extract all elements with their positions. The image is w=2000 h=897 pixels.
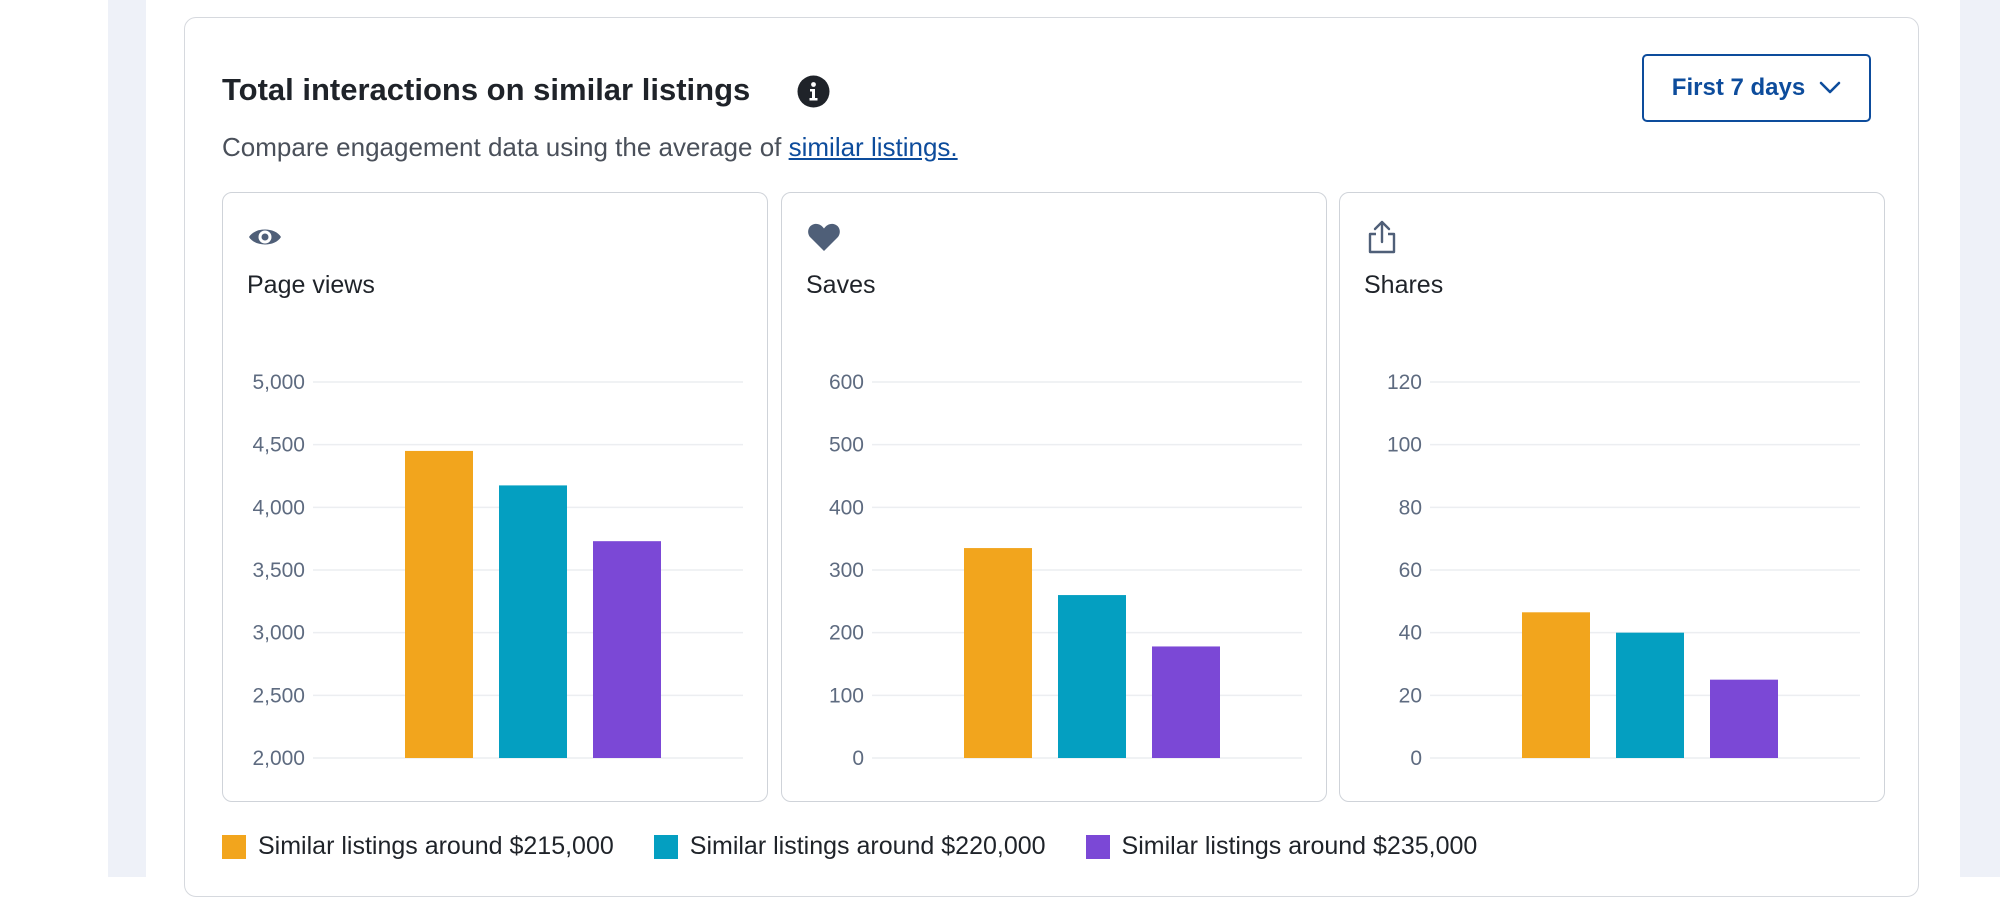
y-tick-label: 3,000 [252, 622, 305, 645]
saves-label: Saves [806, 271, 876, 299]
subtitle-text: Compare engagement data using the averag… [222, 132, 789, 162]
legend-swatch-235k [1085, 834, 1110, 859]
legend-label-215k: Similar listings around $215,000 [258, 832, 614, 860]
heart-icon [808, 223, 840, 251]
share-icon [1368, 220, 1396, 254]
shares-chart: 0 20 40 60 80 100 120 [1387, 371, 1860, 770]
y-tick-label: 100 [829, 684, 864, 707]
bar[interactable] [1616, 632, 1684, 758]
y-tick-label: 4,000 [252, 496, 305, 519]
page-views-chart: 2,000 2,500 3,000 3,500 4,000 4,500 5,000 [252, 371, 743, 770]
legend-item-220k: Similar listings around $220,000 [653, 832, 1046, 861]
y-tick-label: 0 [1410, 747, 1422, 770]
bar[interactable] [405, 450, 473, 758]
y-tick-label: 60 [1399, 559, 1422, 582]
similar-listings-link[interactable]: similar listings. [788, 132, 958, 162]
right-page-gutter [1960, 0, 2000, 877]
bar[interactable] [1058, 595, 1126, 758]
legend-label-220k: Similar listings around $220,000 [689, 832, 1046, 860]
saves-panel: Saves 0 100 200 300 400 500 600 [781, 192, 1327, 802]
bar[interactable] [593, 541, 661, 758]
period-dropdown-label: First 7 days [1671, 74, 1806, 101]
period-dropdown[interactable]: First 7 days [1642, 54, 1871, 122]
y-tick-label: 2,500 [252, 684, 305, 707]
bar[interactable] [1710, 679, 1778, 758]
y-tick-label: 2,000 [252, 747, 305, 770]
legend-swatch-215k [222, 834, 246, 859]
y-tick-label: 100 [1387, 434, 1422, 457]
y-tick-label: 80 [1399, 496, 1422, 519]
legend-label-235k: Similar listings around $235,000 [1121, 832, 1478, 860]
y-tick-label: 600 [829, 371, 864, 394]
legend-swatch-220k [653, 834, 678, 859]
y-tick-label: 400 [829, 496, 864, 519]
bar[interactable] [1522, 612, 1590, 758]
left-page-gutter [108, 0, 146, 877]
page-views-panel: Page views 2,000 2,500 3,000 3,500 4,000 4,50… [222, 192, 768, 802]
legend-item-235k: Similar listings around $235,000 [1085, 832, 1478, 861]
y-tick-label: 0 [852, 747, 864, 770]
bar[interactable] [1152, 646, 1220, 758]
y-tick-label: 500 [829, 434, 864, 457]
y-tick-label: 4,500 [252, 434, 305, 457]
bar[interactable] [499, 485, 567, 758]
card-subtitle: Compare engagement data using the averag… [222, 132, 958, 163]
saves-chart: 0 100 200 300 400 500 600 [829, 371, 1302, 770]
y-tick-label: 20 [1399, 684, 1422, 707]
chevron-down-icon [1819, 81, 1841, 94]
shares-label: Shares [1364, 271, 1444, 299]
card-title: Total interactions on similar listings [222, 72, 751, 107]
shares-panel: Shares 0 20 40 60 80 100 120 [1339, 192, 1885, 802]
y-tick-label: 200 [829, 622, 864, 645]
y-tick-label: 120 [1387, 371, 1422, 394]
info-icon[interactable] [797, 75, 830, 108]
y-tick-label: 3,500 [252, 559, 305, 582]
bar[interactable] [964, 548, 1032, 758]
chart-legend: Similar listings around $215,000 Similar… [222, 832, 1477, 861]
legend-item-215k: Similar listings around $215,000 [222, 832, 614, 861]
y-tick-label: 5,000 [252, 371, 305, 394]
page-views-label: Page views [247, 271, 375, 299]
eye-icon [249, 229, 281, 245]
y-tick-label: 300 [829, 559, 864, 582]
y-tick-label: 40 [1399, 622, 1422, 645]
